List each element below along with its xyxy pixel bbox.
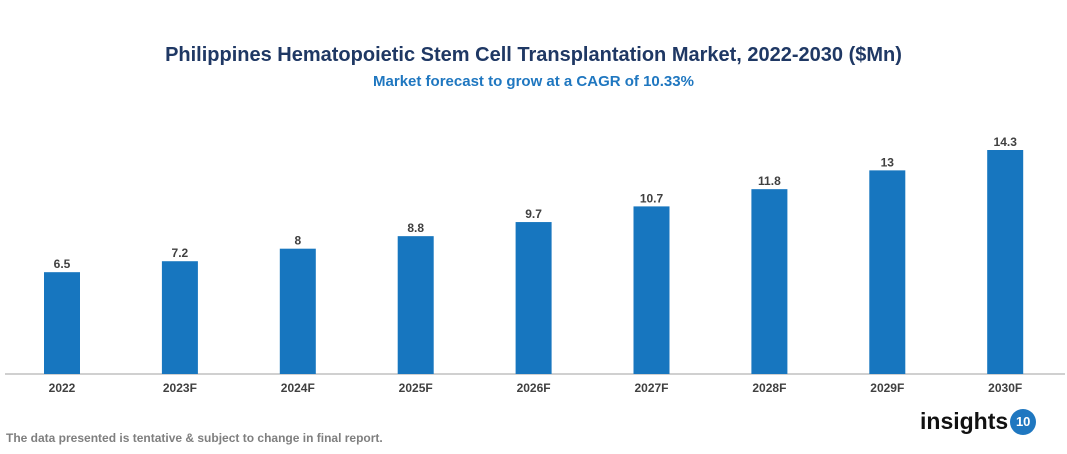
- footnote: The data presented is tentative & subjec…: [6, 431, 383, 445]
- data-label-2027F: 10.7: [640, 191, 664, 205]
- x-tick-label-2030F: 2030F: [988, 381, 1022, 395]
- bar-2027F: [633, 206, 670, 374]
- insights10-logo: insights 10: [920, 408, 1037, 435]
- data-label-2030F: 14.3: [994, 135, 1018, 149]
- x-tick-label-2028F: 2028F: [752, 381, 786, 395]
- x-tick-label-2023F: 2023F: [163, 381, 197, 395]
- x-tick-label-2027F: 2027F: [634, 381, 668, 395]
- bar-2026F: [515, 222, 552, 374]
- logo-badge: 10: [1010, 408, 1037, 435]
- data-label-2023F: 7.2: [172, 246, 189, 260]
- bar-2022: [44, 272, 80, 374]
- bar-2023F: [161, 261, 198, 374]
- bar-2024F: [279, 248, 316, 374]
- x-tick-label-2026F: 2026F: [517, 381, 551, 395]
- x-tick-label-2025F: 2025F: [399, 381, 433, 395]
- data-label-2022: 6.5: [54, 257, 71, 271]
- bar-2028F: [751, 189, 788, 374]
- bar-2025F: [397, 236, 434, 374]
- chart-subtitle: Market forecast to grow at a CAGR of 10.…: [373, 73, 694, 90]
- bar-2030F: [987, 150, 1024, 374]
- data-label-2029F: 13: [881, 155, 895, 169]
- bar-2029F: [869, 170, 906, 374]
- data-label-2026F: 9.7: [525, 207, 542, 221]
- x-tick-label-2029F: 2029F: [870, 381, 904, 395]
- data-label-2028F: 11.8: [758, 174, 781, 188]
- data-label-2024F: 8: [294, 234, 301, 248]
- x-tick-label-2022: 2022: [49, 381, 76, 395]
- logo-text: insights: [920, 408, 1009, 434]
- data-label-2025F: 8.8: [407, 221, 424, 235]
- x-tick-label-2024F: 2024F: [281, 381, 315, 395]
- chart-title: Philippines Hematopoietic Stem Cell Tran…: [165, 44, 902, 66]
